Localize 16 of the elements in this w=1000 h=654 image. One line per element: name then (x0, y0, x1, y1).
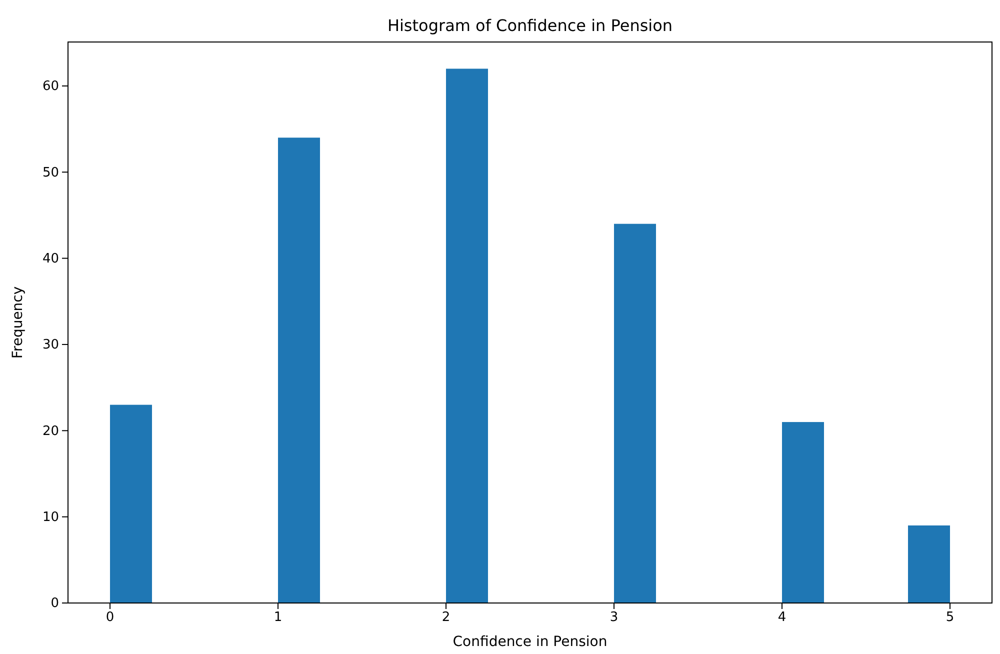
y-tick-label: 0 (50, 596, 59, 612)
y-tick-label: 30 (42, 338, 59, 353)
x-tick-label: 4 (778, 610, 786, 626)
y-tick-label: 20 (42, 424, 59, 439)
x-tick-label: 2 (442, 610, 450, 626)
x-tick-label: 1 (274, 610, 282, 626)
y-tick-label: 40 (42, 251, 59, 266)
y-tick-label: 10 (42, 510, 59, 525)
y-axis-title: Frequency (10, 286, 26, 359)
y-tick-label: 50 (42, 165, 59, 180)
x-tick-label: 3 (610, 610, 618, 626)
x-tick-label: 0 (106, 610, 114, 626)
chart-title: Histogram of Confidence in Pension (387, 16, 673, 35)
y-tick-label: 60 (42, 79, 59, 94)
x-tick-label: 5 (946, 610, 954, 626)
x-axis-title: Confidence in Pension (452, 634, 608, 650)
